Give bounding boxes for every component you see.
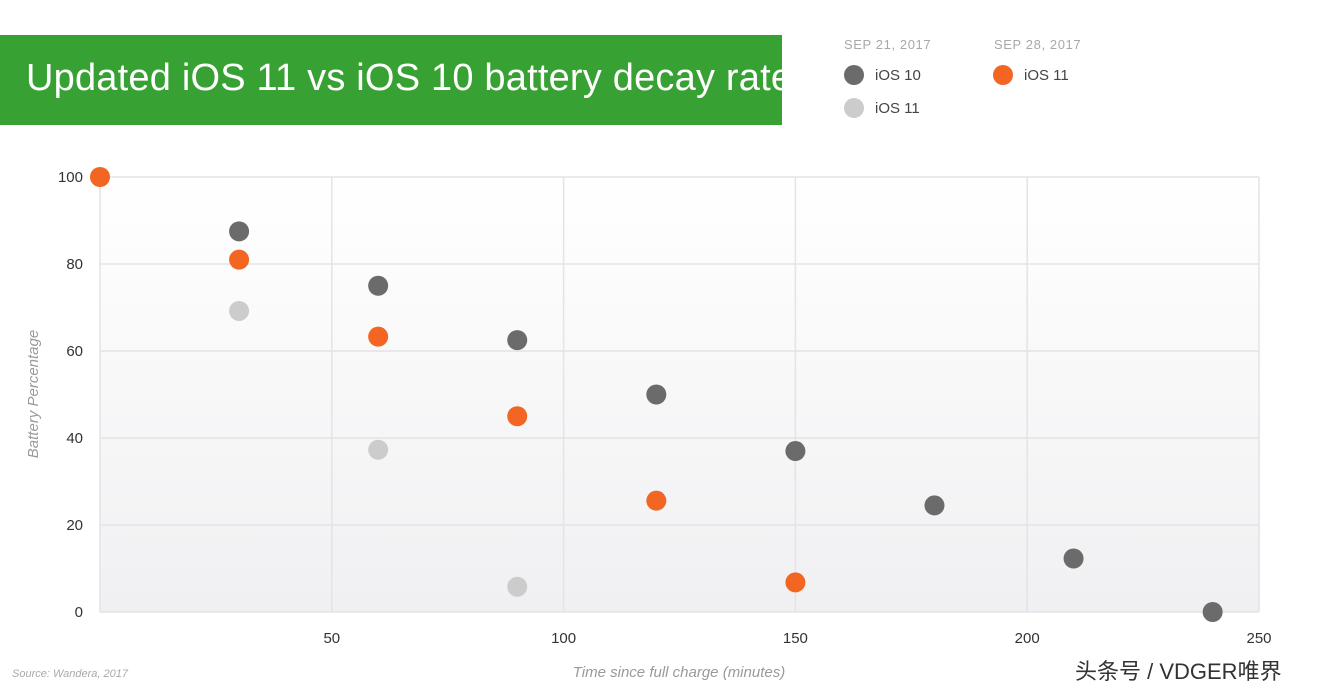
data-point-series-0	[1202, 602, 1223, 622]
data-point-series-2	[785, 572, 806, 593]
legend-group-date-2: SEP 28, 2017	[994, 37, 1082, 52]
data-point-series-0	[924, 495, 945, 516]
data-point-series-0	[229, 221, 250, 242]
title-banner: Updated iOS 11 vs iOS 10 battery decay r…	[0, 35, 792, 125]
y-tick-label: 80	[66, 256, 83, 273]
legend-swatch	[993, 65, 1013, 85]
y-tick-label: 100	[58, 169, 83, 186]
x-tick-label: 150	[783, 630, 808, 647]
legend: SEP 21, 2017 iOS 10 iOS 11 SEP 28, 2017 …	[0, 0, 1335, 130]
legend-item-ios11-sep28: iOS 11	[993, 65, 1069, 85]
data-point-series-2	[507, 406, 528, 427]
data-point-series-2	[646, 490, 667, 511]
data-point-series-0	[368, 275, 389, 296]
data-points	[90, 167, 1223, 622]
legend-label: iOS 10	[875, 66, 921, 84]
x-tick-label: 100	[551, 630, 576, 647]
legend-group-date-1: SEP 21, 2017	[844, 37, 932, 52]
gridlines	[99, 176, 1260, 613]
x-axis-label: Time since full charge (minutes)	[573, 664, 785, 681]
x-tick-label: 200	[1015, 630, 1040, 647]
y-axis-label: Battery Percentage	[25, 330, 42, 458]
legend-swatch	[844, 98, 864, 118]
source-note: Source: Wandera, 2017	[12, 668, 128, 680]
data-point-series-0	[646, 384, 667, 405]
y-axis-ticks: 0 20 40 60 80 100	[58, 169, 83, 621]
x-tick-label: 50	[323, 630, 340, 647]
legend-label: iOS 11	[875, 99, 920, 117]
data-point-series-0	[507, 330, 528, 351]
x-tick-label: 250	[1246, 630, 1271, 647]
y-tick-label: 40	[66, 430, 83, 447]
data-point-series-2	[368, 326, 389, 347]
data-point-series-2	[229, 249, 250, 270]
data-point-series-0	[785, 441, 806, 462]
data-point-series-0	[1063, 548, 1084, 569]
y-tick-label: 60	[66, 343, 83, 360]
data-point-series-1	[368, 439, 389, 460]
data-point-series-2	[90, 167, 110, 187]
y-tick-label: 20	[66, 517, 83, 534]
legend-item-ios10-sep21: iOS 10	[844, 65, 921, 85]
chart-title: Updated iOS 11 vs iOS 10 battery decay r…	[26, 57, 793, 99]
legend-item-ios11-sep21: iOS 11	[844, 98, 920, 118]
data-point-series-1	[229, 300, 250, 321]
x-axis-ticks: 50 100 150 200 250	[323, 630, 1271, 647]
legend-label: iOS 11	[1024, 66, 1069, 84]
y-tick-label: 0	[75, 604, 83, 621]
data-point-series-1	[507, 576, 528, 597]
watermark: 头条号 / VDGER唯界	[1075, 659, 1282, 684]
legend-swatch	[844, 65, 864, 85]
plot-area	[100, 177, 1259, 612]
